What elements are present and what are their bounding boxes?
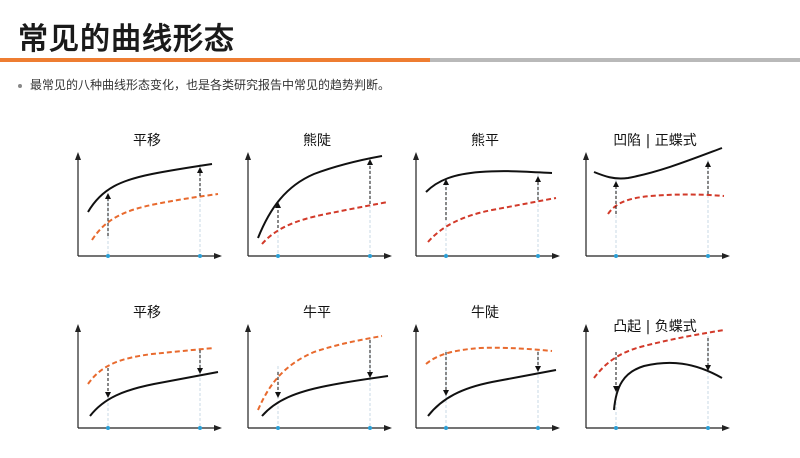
tick-short bbox=[614, 254, 618, 258]
curve-new bbox=[427, 369, 557, 417]
curve-old bbox=[261, 201, 389, 245]
page-title: 常见的曲线形态 bbox=[18, 22, 235, 57]
curve-old bbox=[593, 329, 725, 379]
subtitle-bullet: 最常见的八种曲线形态变化，也是各类研究报告中常见的趋势判断。 bbox=[18, 76, 390, 93]
shift-arrow-head-icon bbox=[105, 193, 111, 199]
panel-title: 平移 bbox=[133, 133, 161, 149]
x-axis-arrow-icon bbox=[552, 253, 560, 259]
curve-new bbox=[613, 361, 723, 411]
curve-diagram bbox=[583, 147, 730, 259]
curve-new bbox=[87, 163, 213, 213]
tick-long bbox=[536, 426, 540, 430]
shift-arrow-head-icon bbox=[105, 392, 111, 398]
curve-diagram bbox=[413, 324, 560, 431]
shift-arrow-head-icon bbox=[443, 390, 449, 396]
curve-new bbox=[261, 375, 389, 417]
x-axis-arrow-icon bbox=[722, 253, 730, 259]
curve-old bbox=[87, 347, 215, 385]
tick-long bbox=[536, 254, 540, 258]
panel-title: 凸起 | 负蝶式 bbox=[613, 319, 697, 335]
tick-long bbox=[198, 426, 202, 430]
shift-arrow-head-icon bbox=[705, 161, 711, 167]
panel-parallel-shift-bull: 平移 bbox=[72, 302, 222, 442]
x-axis-arrow-icon bbox=[552, 425, 560, 431]
y-axis-arrow-icon bbox=[583, 152, 589, 160]
y-axis-arrow-icon bbox=[413, 324, 419, 332]
y-axis-arrow-icon bbox=[245, 324, 251, 332]
panel-negative-butterfly: 凸起 | 负蝶式 bbox=[580, 302, 730, 442]
y-axis-arrow-icon bbox=[75, 324, 81, 332]
tick-long bbox=[706, 254, 710, 258]
shift-arrow-head-icon bbox=[535, 176, 541, 182]
tick-short bbox=[106, 254, 110, 258]
y-axis-arrow-icon bbox=[583, 324, 589, 332]
y-axis-arrow-icon bbox=[245, 152, 251, 160]
title-underline bbox=[0, 58, 800, 62]
curve-new bbox=[425, 170, 553, 193]
tick-short bbox=[276, 426, 280, 430]
y-axis-arrow-icon bbox=[75, 152, 81, 160]
curve-diagram bbox=[75, 152, 222, 259]
curve-old bbox=[257, 335, 383, 411]
shift-arrow-head-icon bbox=[535, 366, 541, 372]
shift-arrow-head-icon bbox=[275, 202, 281, 208]
x-axis-arrow-icon bbox=[214, 425, 222, 431]
panel-bear-flattener: 熊平 bbox=[410, 130, 560, 270]
curve-diagram bbox=[75, 324, 222, 431]
panel-bull-flattener: 牛平 bbox=[242, 302, 392, 442]
panel-title: 凹陷 | 正蝶式 bbox=[613, 133, 697, 149]
tick-short bbox=[444, 426, 448, 430]
panel-title: 牛陡 bbox=[471, 305, 499, 321]
tick-long bbox=[198, 254, 202, 258]
curve-new bbox=[89, 371, 219, 417]
curve-old bbox=[607, 193, 725, 215]
shift-arrow-head-icon bbox=[197, 368, 203, 374]
panel-bear-steepener: 熊陡 bbox=[242, 130, 392, 270]
x-axis-arrow-icon bbox=[384, 425, 392, 431]
shift-arrow-head-icon bbox=[443, 179, 449, 185]
curve-new bbox=[257, 155, 383, 239]
subtitle-text: 最常见的八种曲线形态变化，也是各类研究报告中常见的趋势判断。 bbox=[30, 78, 391, 92]
tick-short bbox=[276, 254, 280, 258]
panel-title: 平移 bbox=[133, 305, 161, 321]
panel-title: 熊陡 bbox=[303, 133, 331, 149]
shift-arrow-head-icon bbox=[275, 392, 281, 398]
curve-old bbox=[427, 197, 557, 243]
y-axis-arrow-icon bbox=[413, 152, 419, 160]
panel-parallel-shift-bear: 平移 bbox=[72, 130, 222, 270]
panel-bull-steepener: 牛陡 bbox=[410, 302, 560, 442]
shift-arrow-head-icon bbox=[367, 372, 373, 378]
curve-old bbox=[91, 193, 219, 241]
x-axis-arrow-icon bbox=[214, 253, 222, 259]
tick-short bbox=[444, 254, 448, 258]
shift-arrow-head-icon bbox=[197, 167, 203, 173]
curve-old bbox=[425, 346, 553, 365]
tick-short bbox=[614, 426, 618, 430]
curve-diagram bbox=[583, 324, 730, 431]
shift-arrow-head-icon bbox=[613, 386, 619, 392]
x-axis-arrow-icon bbox=[722, 425, 730, 431]
tick-short bbox=[106, 426, 110, 430]
x-axis-arrow-icon bbox=[384, 253, 392, 259]
title-underline-accent bbox=[0, 58, 430, 62]
shift-arrow-head-icon bbox=[367, 159, 373, 165]
curve-diagram bbox=[245, 324, 392, 431]
curve-diagram bbox=[413, 152, 560, 259]
tick-long bbox=[368, 254, 372, 258]
tick-long bbox=[368, 426, 372, 430]
curve-diagram bbox=[245, 152, 392, 259]
panel-title: 牛平 bbox=[303, 305, 331, 321]
panel-positive-butterfly: 凹陷 | 正蝶式 bbox=[580, 130, 730, 270]
tick-long bbox=[706, 426, 710, 430]
shift-arrow-head-icon bbox=[705, 365, 711, 371]
shift-arrow-head-icon bbox=[613, 181, 619, 187]
bullet-dot-icon bbox=[18, 83, 22, 88]
panel-title: 熊平 bbox=[471, 133, 499, 149]
curve-new bbox=[593, 147, 723, 180]
